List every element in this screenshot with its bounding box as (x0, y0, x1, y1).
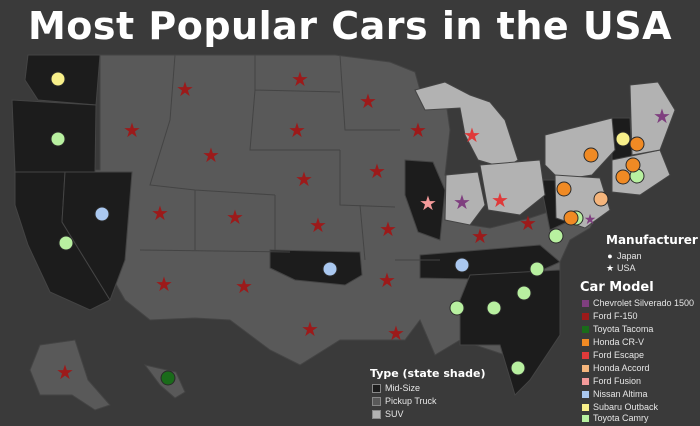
honda-cr-v-swatch (582, 339, 589, 347)
ford-f150-marker: ★ (387, 321, 405, 345)
car-model-legend-item: Subaru Outback (582, 402, 658, 412)
subaru-outback-swatch (582, 404, 589, 412)
car-model-legend-item: Honda CR-V (582, 337, 644, 347)
state-borders (139, 54, 440, 261)
type-legend-item: Pickup Truck (372, 396, 437, 407)
nissan-altima-swatch (582, 391, 589, 399)
ford-f150-swatch (582, 313, 589, 321)
ford-f150-marker: ★ (378, 268, 396, 292)
honda-cr-v-marker (625, 157, 641, 173)
model-markers: ★ ★ ★ ★ ★ ★ ★ ★ ★ ★ ★ ★ ★ ★ ★ ★ ★ ★ ★ ★ … (50, 67, 671, 386)
ford-f150-marker: ★ (202, 143, 220, 167)
car-model-legend-item: Nissan Altima (582, 389, 648, 399)
ford-f150-marker: ★ (359, 89, 377, 113)
toyota-tacoma-marker (160, 370, 176, 386)
honda-accord-swatch (582, 365, 589, 373)
ford-f150-marker: ★ (155, 272, 173, 296)
ford-f150-marker: ★ (226, 205, 244, 229)
ford-f150-marker: ★ (235, 274, 253, 298)
ford-fusion-marker: ★ (419, 191, 437, 215)
manufacturer-legend-title: Manufacturer (606, 233, 698, 247)
honda-cr-v-marker (583, 147, 599, 163)
car-model-legend-item: Chevrolet Silverado 1500 (582, 298, 694, 308)
toyota-camry-marker (449, 300, 465, 316)
ford-escape-swatch (582, 352, 589, 360)
ford-fusion-swatch (582, 378, 589, 386)
manufacturer-legend-item: ★ USA (606, 263, 636, 273)
ford-f150-marker: ★ (295, 167, 313, 191)
ford-escape-marker: ★ (463, 123, 481, 147)
ford-f150-marker: ★ (123, 118, 141, 142)
honda-cr-v-marker (556, 181, 572, 197)
ford-f150-marker: ★ (519, 211, 537, 235)
type-legend-item: Mid-Size (372, 383, 420, 394)
ford-f150-marker: ★ (309, 213, 327, 237)
manufacturer-legend-item: ● Japan (607, 251, 642, 261)
toyota-camry-marker (548, 228, 564, 244)
toyota-camry-marker (50, 131, 66, 147)
ford-f150-marker: ★ (379, 217, 397, 241)
ford-f150-marker: ★ (291, 67, 309, 91)
car-model-legend-title: Car Model (580, 280, 654, 295)
car-model-legend-item: Toyota Camry (582, 413, 649, 423)
ford-f150-marker: ★ (176, 77, 194, 101)
toyota-camry-marker (529, 261, 545, 277)
ford-f150-marker: ★ (301, 317, 319, 341)
ford-f150-marker: ★ (56, 360, 74, 384)
subaru-outback-marker (615, 131, 631, 147)
toyota-tacoma-swatch (582, 326, 589, 334)
honda-cr-v-marker (629, 136, 645, 152)
type-legend-title: Type (state shade) (370, 367, 486, 380)
suv-swatch (372, 410, 381, 420)
nissan-altima-marker (454, 257, 470, 273)
chevrolet-silverado-swatch (582, 300, 589, 308)
suv-states (414, 81, 676, 229)
ford-f150-marker: ★ (368, 159, 386, 183)
toyota-camry-marker (516, 285, 532, 301)
ford-f150-marker: ★ (409, 118, 427, 142)
chevrolet-silverado-marker: ★ (584, 212, 597, 228)
pickup-truck-swatch (372, 397, 381, 407)
type-legend-item: SUV (372, 409, 404, 420)
subaru-outback-marker (50, 71, 66, 87)
car-model-legend-item: Ford Fusion (582, 376, 641, 386)
honda-cr-v-marker (615, 169, 631, 185)
chevrolet-silverado-marker: ★ (453, 190, 471, 214)
ford-f150-marker: ★ (151, 201, 169, 225)
ford-f150-marker: ★ (471, 224, 489, 248)
toyota-camry-marker (510, 360, 526, 376)
mid-size-swatch (372, 384, 381, 394)
star-icon: ★ (606, 263, 615, 273)
car-model-legend-item: Honda Accord (582, 363, 650, 373)
ford-f150-marker: ★ (288, 118, 306, 142)
car-model-legend-item: Ford F-150 (582, 311, 638, 321)
nissan-altima-marker (322, 261, 338, 277)
page-title: Most Popular Cars in the USA (27, 4, 673, 48)
honda-cr-v-marker (563, 210, 579, 226)
ford-escape-marker: ★ (491, 188, 509, 212)
honda-accord-marker (593, 191, 609, 207)
car-model-legend-item: Toyota Tacoma (582, 324, 653, 334)
car-model-legend-item: Ford Escape (582, 350, 644, 360)
nissan-altima-marker (94, 206, 110, 222)
toyota-camry-swatch (582, 415, 589, 423)
chevrolet-silverado-marker: ★ (653, 104, 671, 128)
toyota-camry-marker (58, 235, 74, 251)
toyota-camry-marker (486, 300, 502, 316)
circle-icon: ● (607, 251, 613, 261)
alaska (29, 339, 111, 411)
